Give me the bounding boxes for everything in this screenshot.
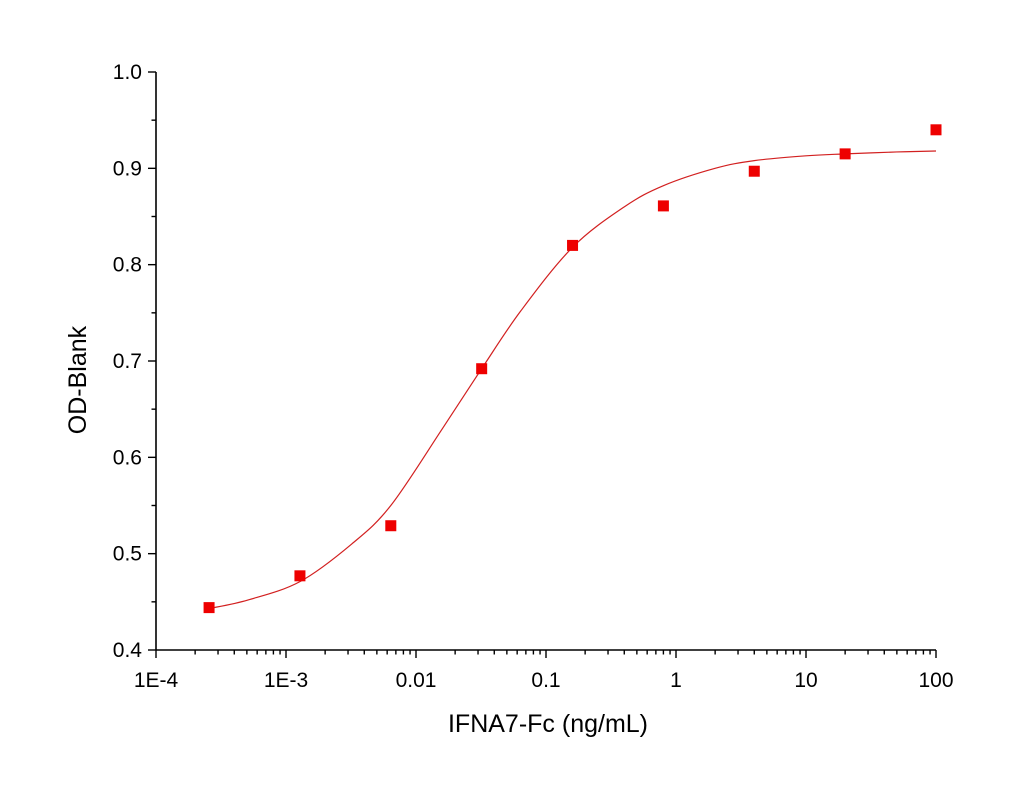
x-tick-label: 0.01	[396, 669, 437, 692]
data-point	[657, 200, 669, 212]
y-tick-label: 0.5	[113, 543, 142, 566]
y-tick-label: 0.8	[113, 254, 142, 277]
plot-area: 1E-4 1E-3 0.01 0.1 1 10 100 0.4 0.5 0.6 0.7 0.8 0.9…	[113, 61, 954, 692]
x-axis-title: IFNA7-Fc (ng/mL)	[448, 710, 648, 738]
y-tick-label: 0.9	[113, 157, 142, 180]
x-tick-label: 0.1	[531, 669, 560, 692]
x-tick-label: 1	[670, 669, 682, 692]
x-axis-tick-labels: 1E-4 1E-3 0.01 0.1 1 10 100	[134, 669, 954, 692]
data-point	[294, 570, 306, 582]
x-tick-label: 10	[794, 669, 817, 692]
x-tick-label: 1E-3	[264, 669, 308, 692]
x-tick-label: 1E-4	[134, 669, 179, 692]
y-tick-label: 0.7	[113, 350, 142, 373]
x-tick-label: 100	[918, 669, 953, 692]
data-point	[748, 165, 760, 177]
y-tick-label: 0.6	[113, 446, 142, 469]
data-point	[203, 602, 215, 614]
fit-curve-line	[208, 150, 937, 610]
data-point	[567, 239, 579, 251]
data-point	[385, 520, 397, 532]
y-axis-ticks	[148, 71, 156, 651]
data-point	[839, 148, 851, 160]
y-tick-label: 1.0	[113, 61, 142, 84]
data-point	[930, 124, 942, 136]
y-axis-title: OD-Blank	[64, 325, 92, 434]
data-point	[476, 363, 488, 375]
y-axis-tick-labels: 0.4 0.5 0.6 0.7 0.8 0.9 1.0	[113, 61, 143, 662]
y-tick-label: 0.4	[113, 639, 143, 662]
data-points	[203, 124, 942, 614]
x-axis-ticks	[155, 650, 937, 658]
